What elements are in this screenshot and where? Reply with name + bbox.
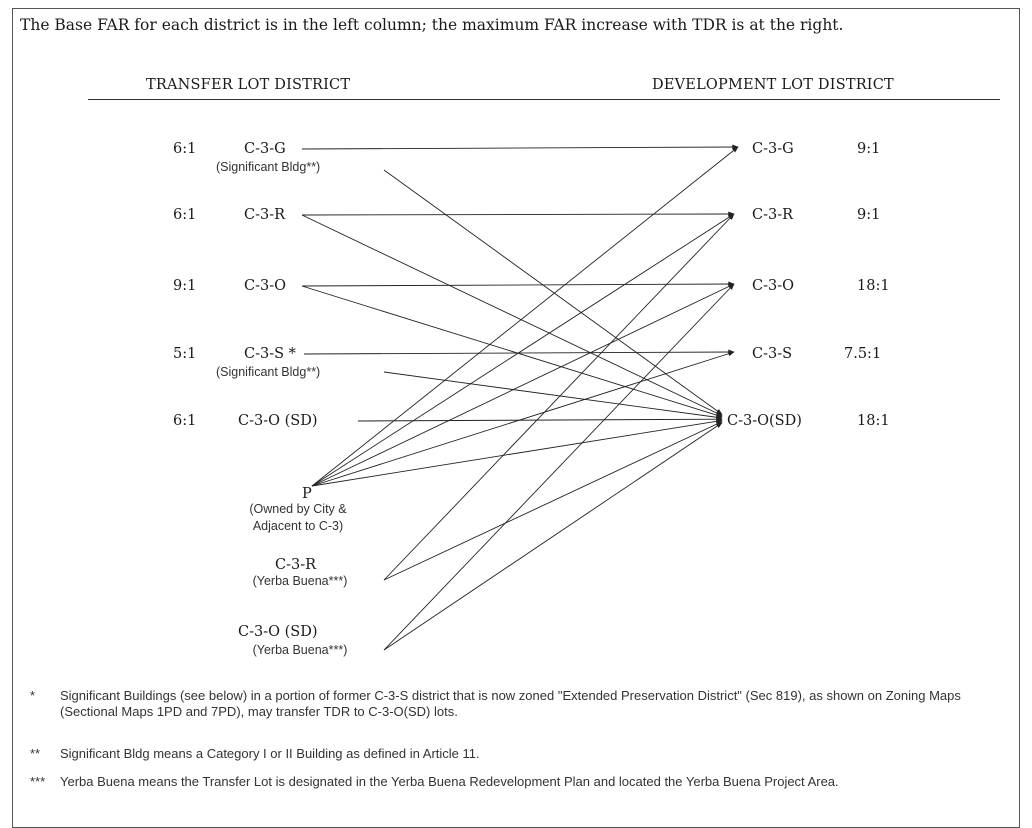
transfer-name-p: P: [302, 486, 312, 502]
footnote-1-text: Significant Buildings (see below) in a p…: [60, 688, 961, 719]
transfer-sub-p-line1: (Owned by City &: [249, 502, 347, 516]
footnote-3-marker: ***: [30, 774, 46, 789]
transfer-arrow: [301, 211, 735, 217]
intro-text: The Base FAR for each district is in the…: [20, 16, 844, 34]
transfer-ratio-c3g: 6:1: [173, 141, 197, 157]
transfer-ratio-c3s: 5:1: [173, 346, 197, 362]
transfer-name-c3r-yb: C-3-R: [275, 557, 317, 573]
transfer-arrow: [383, 371, 723, 420]
dev-name-c3r: C-3-R: [752, 207, 794, 223]
diagram-frame: [12, 8, 1020, 828]
transfer-name-c3r: C-3-R: [244, 207, 286, 223]
footnote-1-marker: *: [30, 688, 36, 703]
transfer-ratio-c3osd: 6:1: [173, 413, 197, 429]
transfer-arrow: [301, 214, 723, 417]
dev-name-c3s: C-3-S: [752, 346, 793, 362]
transfer-sub-c3r-yb: (Yerba Buena***): [252, 574, 348, 588]
footnote-3-text: Yerba Buena means the Transfer Lot is de…: [60, 774, 839, 789]
transfer-arrow: [311, 283, 735, 487]
transfer-ratio-c3o: 9:1: [173, 278, 197, 294]
dev-ratio-c3osd: 18:1: [857, 413, 890, 429]
transfer-name-c3g: C-3-G: [244, 141, 286, 157]
transfer-arrow: [311, 146, 739, 487]
dev-name-c3g: C-3-G: [752, 141, 794, 157]
dev-name-c3osd: C-3-O(SD): [727, 413, 802, 429]
transfer-name-c3s: C-3-S *: [244, 346, 296, 362]
dev-ratio-c3r: 9:1: [857, 207, 881, 223]
transfer-arrow: [383, 283, 735, 651]
transfer-arrow: [383, 169, 723, 415]
transfer-arrow: [311, 213, 735, 487]
transfer-arrow: [301, 281, 735, 287]
development-column-header: DEVELOPMENT LOT DISTRICT: [652, 77, 894, 93]
transfer-sub-c3osd-yb: (Yerba Buena***): [252, 643, 348, 657]
transfer-arrow: [311, 418, 723, 487]
transfer-sub-c3s: (Significant Bldg**): [216, 365, 321, 379]
transfer-name-c3osd: C-3-O (SD): [238, 413, 318, 429]
transfer-arrow: [301, 144, 739, 150]
transfer-arrow: [311, 351, 735, 487]
transfer-ratio-c3r: 6:1: [173, 207, 197, 223]
footnote-2-text: Significant Bldg means a Category I or I…: [60, 746, 480, 761]
header-rule: [88, 99, 1000, 100]
dev-name-c3o: C-3-O: [752, 278, 795, 294]
transfer-name-c3o: C-3-O: [244, 278, 287, 294]
footnote-2-marker: **: [30, 746, 41, 761]
transfer-name-c3osd-yb: C-3-O (SD): [238, 624, 318, 640]
transfer-sub-p-line2: Adjacent to C-3): [252, 519, 344, 533]
transfer-arrow: [383, 422, 723, 651]
transfer-arrow: [383, 213, 735, 581]
transfer-arrow: [383, 421, 723, 581]
dev-ratio-c3s: 7.5:1: [844, 346, 882, 362]
dev-ratio-c3o: 18:1: [857, 278, 890, 294]
transfer-arrow: [357, 416, 723, 422]
transfer-column-header: TRANSFER LOT DISTRICT: [146, 77, 351, 93]
transfer-sub-c3g: (Significant Bldg**): [216, 160, 321, 174]
transfer-arrow: [301, 285, 723, 418]
dev-ratio-c3g: 9:1: [857, 141, 881, 157]
